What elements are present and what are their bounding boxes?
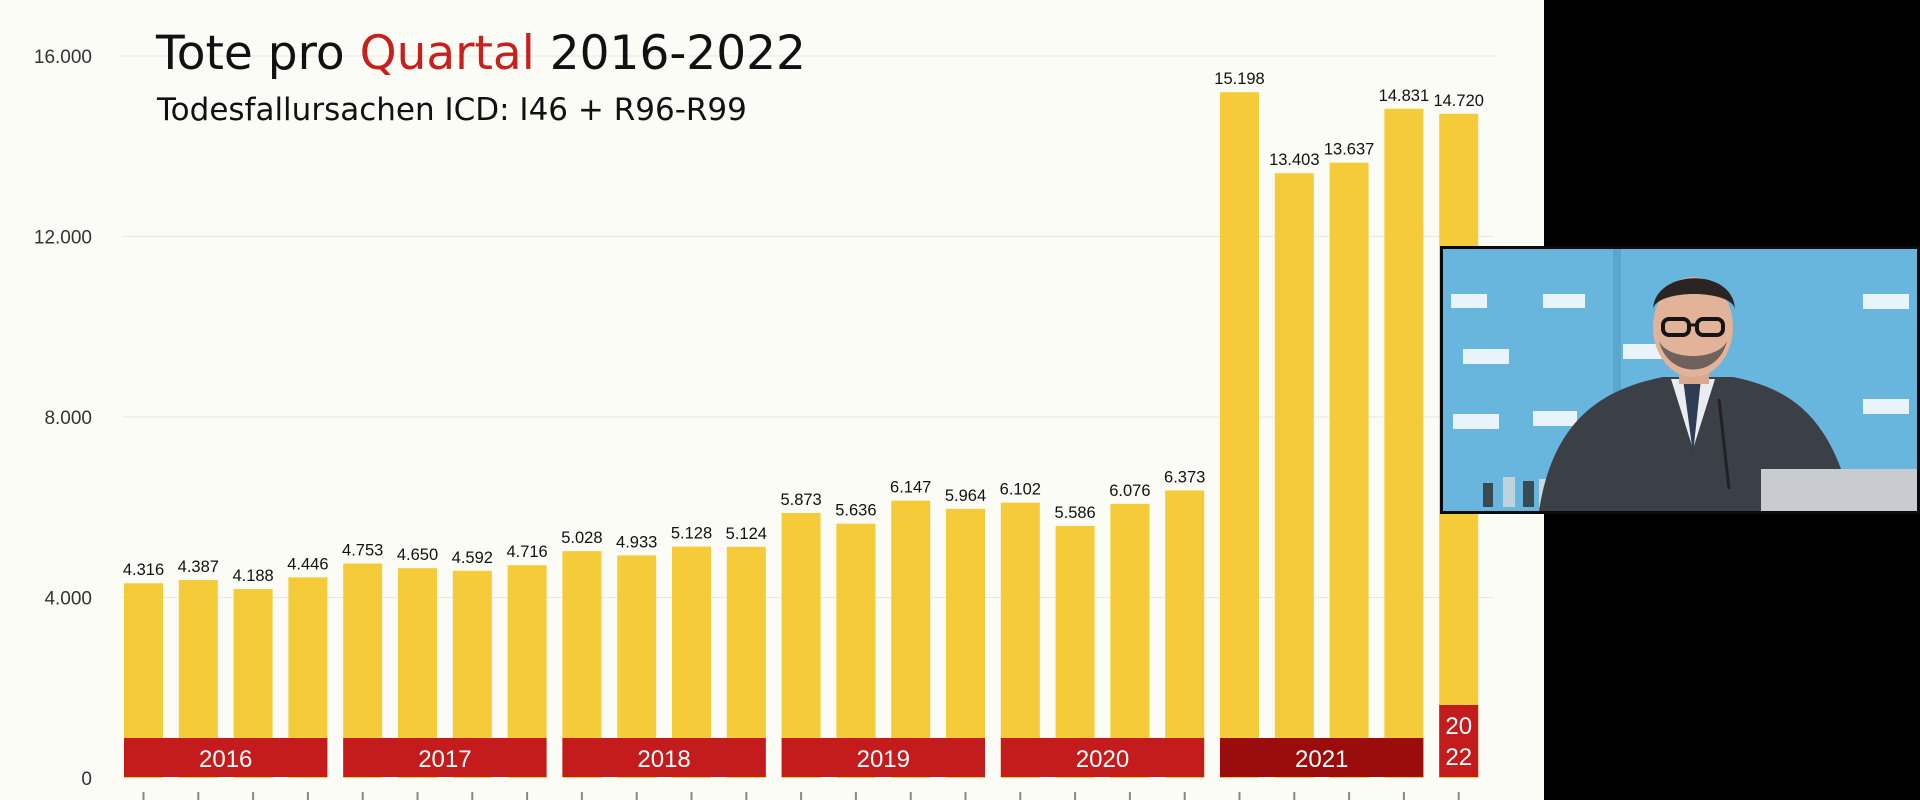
- bar-chart: 0 4.000 8.000 12.000 16.000 4.316 4.387 4.188 4.…: [34, 47, 1494, 800]
- bar-value-label: 5.873: [780, 491, 821, 509]
- bar: [946, 508, 985, 778]
- bar-value-label: 6.102: [1000, 481, 1041, 499]
- bar-value-label: 6.147: [890, 479, 931, 497]
- bar-value-label: 5.028: [561, 529, 602, 547]
- year-band-label: 2017: [418, 746, 471, 773]
- bar-value-label: 14.831: [1379, 87, 1429, 105]
- chart-slide: 0 4.000 8.000 12.000 16.000 4.316 4.387 4.188 4.…: [0, 0, 1544, 800]
- year-band: [1000, 738, 1205, 777]
- bar: [1329, 162, 1369, 778]
- chart-title: Tote pro Quartal 2016-2022: [156, 26, 806, 81]
- chart-subtitle: Todesfallursachen ICD: I46 + R96-R99: [157, 92, 747, 128]
- bar-value-label: 4.650: [397, 546, 438, 564]
- year-band: [781, 738, 985, 777]
- y-tick-label: 4.000: [44, 589, 92, 610]
- bar: [1110, 503, 1150, 778]
- bar: [836, 523, 876, 778]
- bar: [781, 512, 821, 778]
- bar-value-label: 5.128: [671, 525, 712, 543]
- bar: [1055, 525, 1095, 778]
- year-band: [343, 738, 547, 777]
- bar: [891, 500, 931, 778]
- year-band-label: 2018: [637, 746, 690, 773]
- bar-value-label: 6.076: [1109, 482, 1150, 500]
- year-band-label: 2020: [1076, 746, 1129, 773]
- bar-value-label: 15.198: [1214, 70, 1264, 88]
- year-band: [562, 738, 766, 777]
- year-band-label: 2016: [199, 746, 252, 773]
- bar-value-label: 14.720: [1433, 92, 1483, 110]
- bar-value-label: 5.636: [835, 502, 876, 520]
- bar-value-label: 4.753: [342, 542, 383, 560]
- bar-value-label: 13.403: [1269, 151, 1319, 169]
- bar-value-label: 4.316: [123, 561, 164, 579]
- bar: [1384, 108, 1424, 779]
- bar-value-label: 5.964: [945, 487, 986, 505]
- bar-value-label: 4.387: [178, 558, 219, 576]
- y-tick-label: 0: [81, 769, 92, 790]
- year-band: [1439, 705, 1479, 777]
- bar: [1274, 173, 1314, 778]
- year-band-label: 2019: [857, 746, 910, 773]
- speaker-webcam-video: [1440, 246, 1920, 514]
- year-band-label: 22: [1445, 744, 1472, 771]
- bar-value-label: 4.188: [232, 567, 273, 585]
- y-tick-label: 12.000: [34, 228, 92, 249]
- year-band-label: 2021: [1295, 746, 1348, 773]
- bar-value-label: 5.586: [1054, 504, 1095, 522]
- bar: [1220, 92, 1259, 778]
- year-band: [1220, 738, 1424, 777]
- bar: [1000, 502, 1040, 778]
- year-band-label: 20: [1445, 713, 1472, 740]
- y-tick-label: 8.000: [44, 408, 92, 429]
- bar-value-label: 13.637: [1324, 141, 1374, 159]
- bar-value-label: 4.592: [452, 549, 493, 567]
- y-tick-label: 16.000: [34, 47, 92, 68]
- bar-value-label: 5.124: [726, 525, 767, 543]
- bar-value-label: 4.716: [506, 543, 547, 561]
- bar-value-label: 4.933: [616, 533, 657, 551]
- bar-value-label: 6.373: [1164, 468, 1205, 486]
- bar: [1165, 490, 1205, 778]
- year-band: [124, 738, 328, 777]
- bar-value-label: 4.446: [287, 555, 328, 573]
